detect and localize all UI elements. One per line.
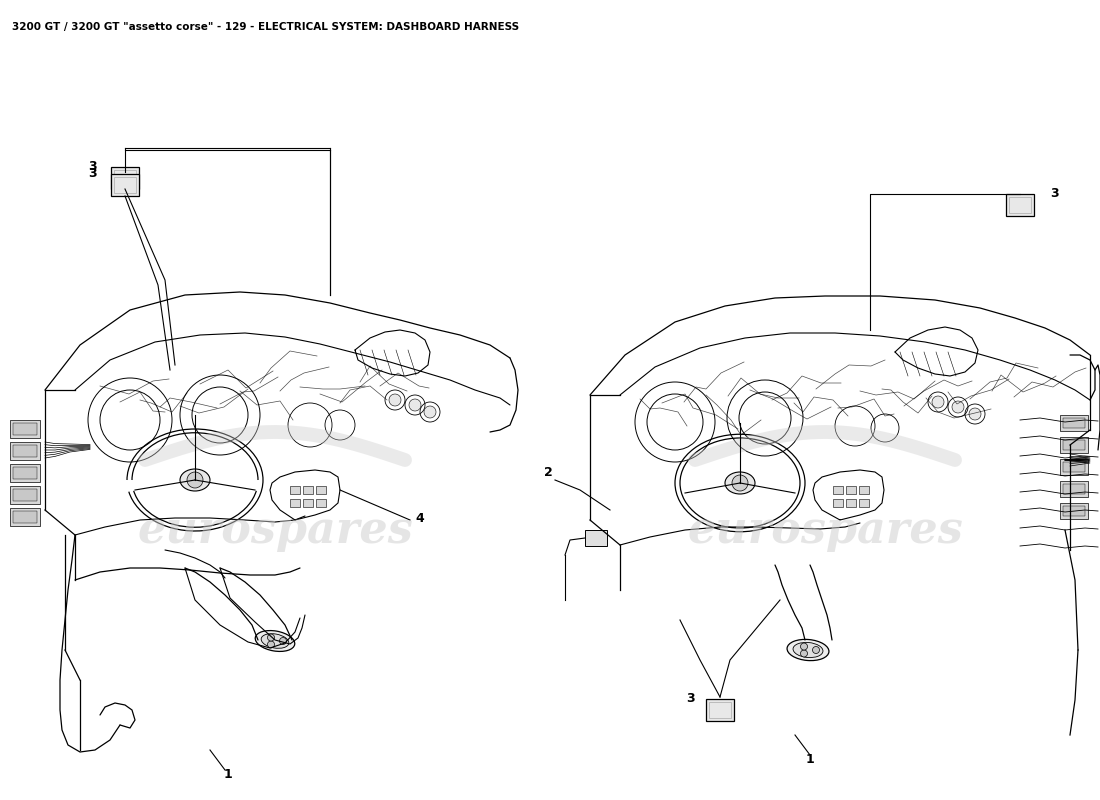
Bar bbox=[290, 486, 300, 494]
Circle shape bbox=[267, 634, 275, 641]
Text: 3200 GT / 3200 GT "assetto corse" - 129 - ELECTRICAL SYSTEM: DASHBOARD HARNESS: 3200 GT / 3200 GT "assetto corse" - 129 … bbox=[12, 22, 519, 32]
Bar bbox=[846, 486, 856, 494]
Bar bbox=[10, 464, 40, 482]
Bar bbox=[710, 702, 732, 718]
Bar bbox=[114, 170, 136, 186]
Text: 4: 4 bbox=[415, 512, 424, 525]
Bar bbox=[114, 177, 136, 193]
Text: eurospares: eurospares bbox=[138, 509, 412, 551]
Circle shape bbox=[279, 638, 286, 645]
Bar bbox=[1009, 197, 1031, 213]
Circle shape bbox=[187, 472, 204, 488]
Bar bbox=[13, 445, 37, 457]
Bar bbox=[13, 423, 37, 435]
Bar bbox=[1060, 481, 1088, 497]
Bar bbox=[302, 486, 313, 494]
Text: 3: 3 bbox=[88, 160, 97, 173]
Bar bbox=[1063, 440, 1085, 450]
Bar bbox=[111, 167, 139, 189]
Text: eurospares: eurospares bbox=[688, 509, 962, 551]
Bar bbox=[833, 486, 843, 494]
Ellipse shape bbox=[180, 469, 210, 491]
Bar bbox=[833, 499, 843, 507]
Bar bbox=[1063, 484, 1085, 494]
Bar bbox=[290, 499, 300, 507]
Bar bbox=[13, 467, 37, 479]
Circle shape bbox=[813, 646, 820, 654]
Text: 1: 1 bbox=[223, 768, 232, 781]
Bar bbox=[316, 486, 326, 494]
Text: 1: 1 bbox=[805, 753, 814, 766]
Circle shape bbox=[732, 475, 748, 491]
Circle shape bbox=[932, 396, 944, 408]
Text: 3: 3 bbox=[686, 692, 695, 705]
Ellipse shape bbox=[793, 642, 823, 658]
Bar bbox=[111, 174, 139, 196]
Circle shape bbox=[389, 394, 402, 406]
Bar bbox=[706, 699, 734, 721]
Text: 3: 3 bbox=[88, 167, 97, 180]
Bar bbox=[13, 489, 37, 501]
Circle shape bbox=[801, 650, 807, 657]
Bar bbox=[1063, 506, 1085, 516]
Circle shape bbox=[424, 406, 436, 418]
Bar bbox=[10, 486, 40, 504]
Text: 3: 3 bbox=[1050, 187, 1058, 200]
Bar bbox=[859, 499, 869, 507]
Circle shape bbox=[267, 641, 275, 648]
Circle shape bbox=[409, 399, 421, 411]
Ellipse shape bbox=[788, 639, 829, 661]
Bar bbox=[10, 420, 40, 438]
Bar bbox=[1060, 437, 1088, 453]
Bar bbox=[1006, 194, 1034, 216]
Text: 2: 2 bbox=[543, 466, 552, 479]
Bar bbox=[316, 499, 326, 507]
Bar bbox=[1060, 503, 1088, 519]
Bar bbox=[1063, 462, 1085, 472]
Bar bbox=[859, 486, 869, 494]
Circle shape bbox=[801, 643, 807, 650]
Bar bbox=[1060, 459, 1088, 475]
Ellipse shape bbox=[255, 630, 295, 651]
Bar bbox=[1063, 418, 1085, 428]
Bar bbox=[10, 508, 40, 526]
Circle shape bbox=[969, 408, 981, 420]
Circle shape bbox=[952, 401, 964, 413]
Bar bbox=[585, 530, 607, 546]
Bar bbox=[846, 499, 856, 507]
Ellipse shape bbox=[725, 472, 755, 494]
Bar bbox=[13, 511, 37, 523]
Bar bbox=[1060, 415, 1088, 431]
Bar bbox=[302, 499, 313, 507]
Bar bbox=[10, 442, 40, 460]
Ellipse shape bbox=[261, 634, 289, 648]
